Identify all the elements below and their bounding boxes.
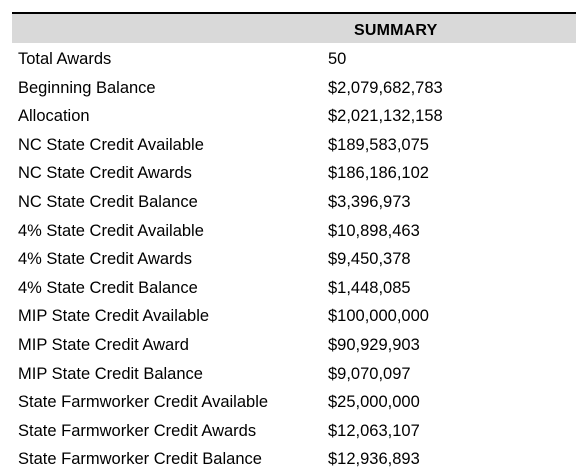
row-value: $12,936,893: [328, 450, 420, 469]
row-value: $25,000,000: [328, 393, 420, 412]
table-row: NC State Credit Awards $186,186,102: [12, 159, 576, 188]
table-row: MIP State Credit Available $100,000,000: [12, 302, 576, 331]
row-value: $10,898,463: [328, 221, 420, 240]
row-value: $90,929,903: [328, 335, 420, 354]
table-row: Total Awards 50: [12, 45, 576, 74]
row-label: NC State Credit Awards: [18, 164, 192, 183]
row-label: State Farmworker Credit Available: [18, 393, 269, 412]
row-label: MIP State Credit Award: [18, 335, 189, 354]
row-value: $189,583,075: [328, 135, 429, 154]
row-label: Beginning Balance: [18, 78, 156, 97]
table-row: MIP State Credit Award $90,929,903: [12, 331, 576, 360]
table-row: State Farmworker Credit Available $25,00…: [12, 388, 576, 417]
table-row: 4% State Credit Awards $9,450,378: [12, 245, 576, 274]
row-label: 4% State Credit Awards: [18, 250, 192, 269]
table-row: NC State Credit Balance $3,396,973: [12, 188, 576, 217]
table-row: Allocation $2,021,132,158: [12, 102, 576, 131]
table-row: State Farmworker Credit Balance $12,936,…: [12, 445, 576, 474]
row-label: MIP State Credit Balance: [18, 364, 203, 383]
table-row: 4% State Credit Balance $1,448,085: [12, 274, 576, 303]
row-label: NC State Credit Balance: [18, 192, 198, 211]
row-value: $2,021,132,158: [328, 107, 443, 126]
row-label: State Farmworker Credit Balance: [18, 450, 262, 469]
summary-table: SUMMARY Total Awards 50 Beginning Balanc…: [12, 12, 576, 474]
row-value: $9,070,097: [328, 364, 411, 383]
top-rule: [12, 12, 576, 14]
row-label: State Farmworker Credit Awards: [18, 421, 257, 440]
table-row: State Farmworker Credit Awards $12,063,1…: [12, 417, 576, 446]
row-label: 4% State Credit Balance: [18, 278, 198, 297]
row-label: 4% State Credit Available: [18, 221, 204, 240]
row-value: $12,063,107: [328, 421, 420, 440]
row-value: $186,186,102: [328, 164, 429, 183]
summary-rows: Total Awards 50 Beginning Balance $2,079…: [12, 45, 576, 474]
summary-header-row: SUMMARY: [12, 14, 576, 43]
table-row: Beginning Balance $2,079,682,783: [12, 74, 576, 103]
row-value: $9,450,378: [328, 250, 411, 269]
table-row: MIP State Credit Balance $9,070,097: [12, 360, 576, 389]
row-value: $3,396,973: [328, 192, 411, 211]
summary-header: SUMMARY: [354, 22, 438, 39]
row-value: $100,000,000: [328, 307, 429, 326]
table-row: NC State Credit Available $189,583,075: [12, 131, 576, 160]
row-value: $2,079,682,783: [328, 78, 443, 97]
row-value: $1,448,085: [328, 278, 411, 297]
row-label: Allocation: [18, 107, 90, 126]
table-row: 4% State Credit Available $10,898,463: [12, 217, 576, 246]
row-label: NC State Credit Available: [18, 135, 204, 154]
row-label: Total Awards: [18, 50, 112, 68]
row-value: 50: [328, 50, 347, 68]
row-label: MIP State Credit Available: [18, 307, 210, 326]
